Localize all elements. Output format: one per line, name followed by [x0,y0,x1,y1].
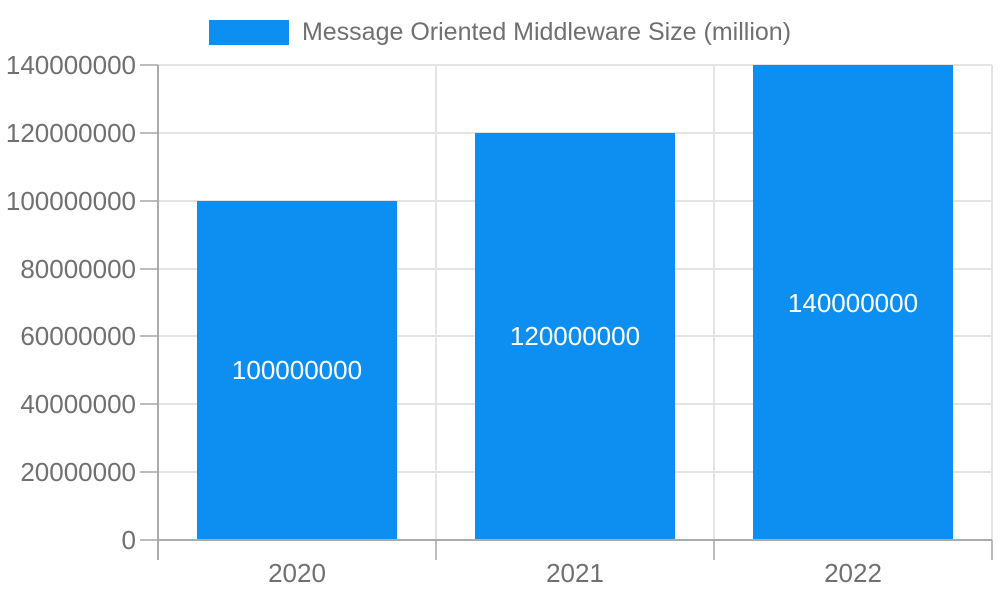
y-axis-tick-label: 20000000 [20,457,136,488]
x-axis-tick-label: 2021 [546,558,604,588]
y-axis-tick-label: 0 [121,525,136,555]
legend-swatch-icon [208,19,289,45]
bar-value-label: 120000000 [509,321,641,352]
bar-value-label: 100000000 [231,355,363,386]
y-axis-tick [140,539,158,541]
legend-item[interactable]: Message Oriented Middleware Size (millio… [208,17,792,47]
x-axis-tick [991,540,993,560]
y-axis-tick [140,335,158,338]
y-axis-tick [140,199,158,202]
x-axis-tick [435,540,437,560]
x-gridline [713,65,715,540]
y-axis-tick [140,403,158,406]
y-axis-tick [140,64,158,66]
x-gridline [435,65,437,540]
x-axis-tick-label: 2022 [824,558,882,588]
x-gridline [991,65,993,540]
bar[interactable] [197,200,397,540]
y-axis-line [157,65,159,560]
y-axis-tick [140,267,158,270]
bar-value-label: 140000000 [787,287,919,318]
y-axis-tick [140,471,158,474]
x-axis-tick-label: 2020 [268,558,326,588]
bar[interactable] [475,132,675,540]
y-gridline [158,64,992,66]
y-axis-tick-label: 120000000 [5,117,136,148]
y-axis-tick [140,131,158,134]
y-axis-tick-label: 100000000 [5,185,136,216]
y-axis-tick-label: 40000000 [20,389,136,420]
chart-legend: Message Oriented Middleware Size (millio… [0,17,1000,47]
legend-label: Message Oriented Middleware Size (millio… [301,18,792,46]
x-axis-tick [713,540,715,560]
y-axis-tick-label: 80000000 [20,253,136,284]
x-axis-line [158,539,992,541]
y-axis-tick-label: 140000000 [5,50,136,80]
y-axis-tick-label: 60000000 [20,321,136,352]
bar[interactable] [753,65,953,540]
